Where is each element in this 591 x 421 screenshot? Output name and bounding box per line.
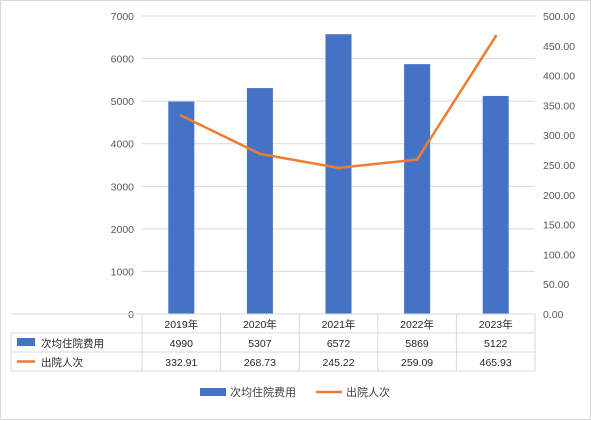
y-right-tick-label: 150.00 — [543, 220, 575, 232]
table-value: 259.09 — [401, 357, 433, 369]
y-right-tick-label: 250.00 — [543, 160, 575, 172]
y-left-tick-label: 4000 — [111, 139, 135, 151]
line-point — [179, 114, 183, 118]
x-tick-label: 2021年 — [322, 318, 356, 331]
x-tick-label: 2019年 — [164, 318, 198, 331]
y-right-tick-label: 450.00 — [543, 41, 575, 53]
table-row-label: 次均住院费用 — [41, 337, 104, 350]
y-left-tick-label: 5000 — [111, 96, 135, 108]
bar — [404, 64, 431, 314]
legend-label: 次均住院费用 — [230, 385, 296, 399]
y-left-tick-label: 0 — [128, 309, 134, 321]
table-value: 465.93 — [480, 357, 512, 369]
line-point — [494, 34, 498, 38]
table-value: 5869 — [405, 338, 429, 350]
x-tick-label: 2020年 — [243, 318, 277, 331]
y-left-tick-label: 6000 — [111, 54, 135, 66]
y-left-tick-label: 2000 — [111, 224, 135, 236]
table-value: 5307 — [248, 338, 272, 350]
legend-label: 出院人次 — [346, 385, 390, 399]
y-right-tick-label: 300.00 — [543, 130, 575, 142]
table-value: 4990 — [170, 338, 194, 350]
y-right-tick-label: 100.00 — [543, 249, 575, 261]
table-row-label: 出院人次 — [41, 356, 83, 369]
bar — [482, 95, 509, 314]
y-right-tick-label: 50.00 — [543, 279, 569, 291]
line-point — [258, 152, 262, 156]
y-left-tick-label: 3000 — [111, 181, 135, 193]
bar — [168, 101, 195, 314]
table-value: 6572 — [327, 338, 351, 350]
bar — [246, 88, 273, 314]
table-legend-key-bar — [17, 338, 35, 346]
y-right-tick-label: 0.00 — [543, 309, 564, 321]
bar — [325, 34, 352, 314]
y-left-tick-label: 1000 — [111, 266, 135, 278]
y-right-tick-label: 350.00 — [543, 100, 575, 112]
y-right-tick-label: 400.00 — [543, 71, 575, 83]
x-tick-label: 2023年 — [479, 318, 513, 331]
y-left-tick-label: 7000 — [111, 11, 135, 23]
x-tick-label: 2022年 — [400, 318, 434, 331]
line-point — [415, 158, 419, 162]
table-value: 5122 — [484, 338, 508, 350]
y-right-tick-label: 200.00 — [543, 190, 575, 202]
table-value: 268.73 — [244, 357, 276, 369]
line-point — [337, 166, 340, 170]
table-value: 332.91 — [165, 357, 197, 369]
legend-key-bar — [200, 388, 226, 396]
table-value: 245.22 — [322, 357, 354, 369]
y-right-tick-label: 500.00 — [543, 11, 575, 23]
